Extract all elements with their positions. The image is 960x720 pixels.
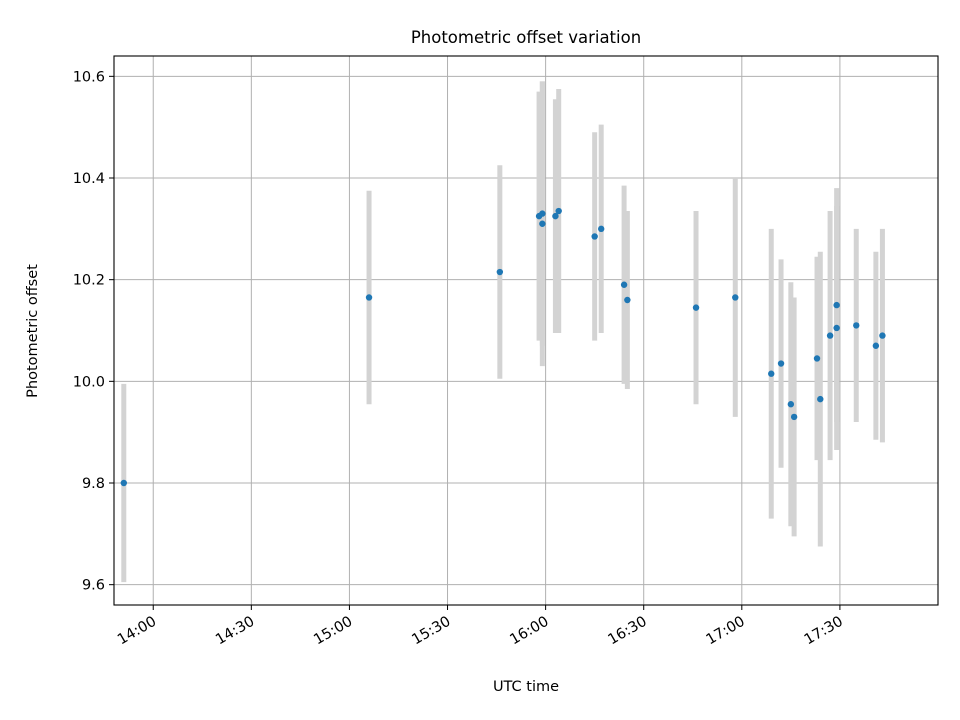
data-point: [826, 332, 834, 339]
x-tick-label: 17:30: [802, 614, 846, 649]
y-tick-label: 9.8: [82, 476, 105, 492]
data-point: [555, 207, 562, 215]
x-tick-label: 17:00: [704, 614, 748, 649]
x-tick-label: 14:30: [213, 614, 257, 649]
x-axis-label: UTC time: [493, 679, 559, 695]
data-point: [620, 281, 628, 288]
x-tick-label: 16:30: [606, 614, 650, 649]
x-tick-label: 16:00: [507, 614, 551, 649]
plot-frame: [113, 55, 939, 606]
y-tick-label: 10.2: [73, 273, 105, 289]
data-point: [365, 294, 373, 301]
data-points: [120, 207, 886, 487]
data-point: [120, 479, 128, 487]
data-point: [853, 322, 860, 329]
y-tick-label: 10.4: [73, 171, 105, 187]
data-point: [624, 296, 631, 304]
x-axis: 14:00 14:30 15:00 15:30 16:00 16:30 17:00 17:30: [115, 605, 846, 648]
data-point: [787, 401, 795, 408]
y-tick-label: 10.6: [73, 69, 105, 85]
data-point: [692, 304, 700, 311]
y-axis: 9.6 9.8 10.0 10.2 10.4 10.6: [73, 69, 114, 594]
y-tick-label: 9.6: [82, 578, 105, 594]
y-axis-label: Photometric offset: [25, 264, 41, 398]
data-point: [817, 395, 824, 403]
data-point: [879, 332, 886, 339]
data-point: [813, 355, 821, 362]
data-point: [768, 370, 775, 377]
errorbars: [121, 81, 885, 583]
data-point: [833, 301, 840, 309]
chart-title: Photometric offset variation: [411, 28, 641, 47]
data-point: [496, 268, 504, 276]
x-tick-label: 14:00: [115, 614, 159, 649]
y-tick-label: 10.0: [73, 374, 105, 390]
data-point: [539, 210, 546, 217]
x-tick-label: 15:00: [311, 614, 355, 649]
grid: [114, 56, 938, 605]
data-point: [777, 360, 785, 367]
data-point: [552, 212, 559, 220]
data-point: [539, 220, 546, 227]
data-point: [872, 342, 880, 349]
data-point: [833, 324, 840, 332]
data-point: [790, 413, 798, 421]
data-point: [598, 225, 605, 233]
data-point: [732, 294, 739, 301]
x-tick-label: 15:30: [409, 614, 453, 649]
data-point: [591, 233, 598, 240]
